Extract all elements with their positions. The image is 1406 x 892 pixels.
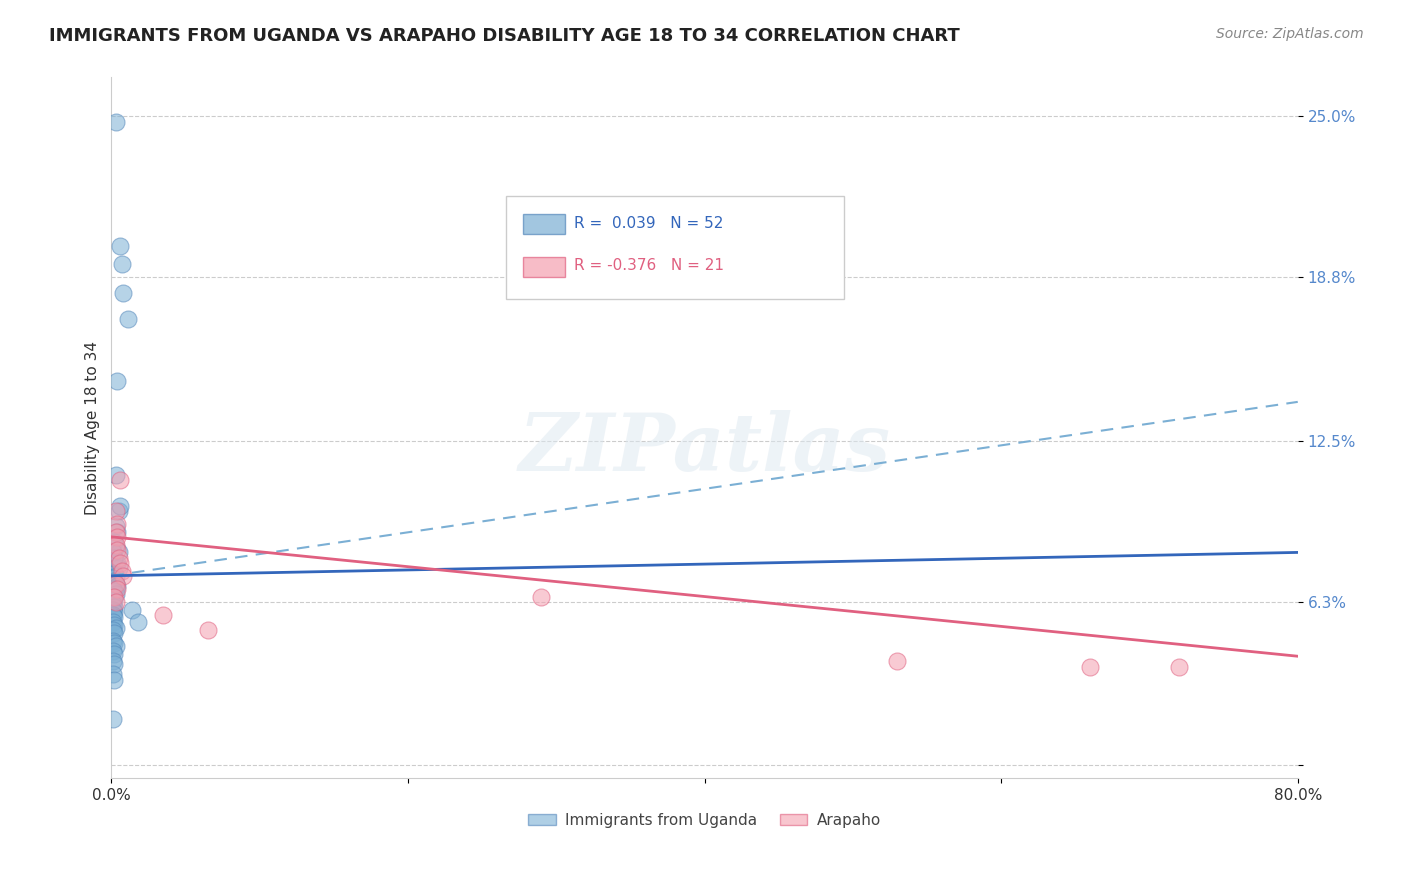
Point [152, 607, 174, 622]
Point [108, 545, 131, 559]
Point [105, 582, 128, 596]
Point [108, 504, 131, 518]
Text: R =  0.039   N = 52: R = 0.039 N = 52 [574, 216, 723, 230]
Point [104, 538, 127, 552]
Point [105, 579, 128, 593]
Point [104, 576, 127, 591]
Text: IMMIGRANTS FROM UGANDA VS ARAPAHO DISABILITY AGE 18 TO 34 CORRELATION CHART: IMMIGRANTS FROM UGANDA VS ARAPAHO DISABI… [49, 27, 960, 45]
Point [110, 499, 132, 513]
Point [101, 712, 124, 726]
Point [101, 582, 124, 596]
Point [104, 576, 127, 591]
Point [104, 467, 127, 482]
Point [104, 540, 127, 554]
Point [112, 285, 135, 300]
Point [101, 667, 124, 681]
Point [104, 568, 127, 582]
Point [105, 516, 128, 531]
Point [101, 597, 124, 611]
Point [104, 639, 127, 653]
Point [104, 504, 127, 518]
Point [101, 607, 124, 622]
Point [117, 311, 139, 326]
Point [104, 587, 127, 601]
Point [103, 584, 125, 599]
Text: ZIPatlas: ZIPatlas [519, 410, 890, 488]
Point [1078, 659, 1101, 673]
Y-axis label: Disability Age 18 to 34: Disability Age 18 to 34 [86, 341, 100, 515]
Point [886, 655, 908, 669]
Point [110, 473, 132, 487]
Point [101, 602, 124, 616]
Point [127, 615, 149, 630]
Point [101, 545, 124, 559]
Point [104, 519, 127, 533]
Point [108, 550, 131, 565]
Point [103, 574, 125, 588]
Point [197, 624, 219, 638]
Point [103, 605, 125, 619]
Legend: Immigrants from Uganda, Arapaho: Immigrants from Uganda, Arapaho [522, 806, 887, 834]
Point [103, 535, 125, 549]
Point [108, 561, 131, 575]
Point [103, 599, 125, 614]
Point [101, 655, 124, 669]
Point [101, 615, 124, 630]
Point [104, 114, 127, 128]
Point [1168, 659, 1191, 673]
Point [103, 673, 125, 687]
Point [103, 592, 125, 607]
Point [104, 524, 127, 539]
Point [530, 590, 553, 604]
Text: Source: ZipAtlas.com: Source: ZipAtlas.com [1216, 27, 1364, 41]
Point [103, 550, 125, 565]
Point [101, 571, 124, 585]
Point [104, 582, 127, 596]
Point [103, 626, 125, 640]
Point [103, 618, 125, 632]
Point [101, 590, 124, 604]
Point [112, 568, 135, 582]
Point [104, 595, 127, 609]
Point [103, 610, 125, 624]
Point [105, 530, 128, 544]
Point [110, 556, 132, 570]
Point [105, 524, 128, 539]
Point [103, 590, 125, 604]
Point [101, 624, 124, 638]
Point [103, 657, 125, 671]
Point [105, 374, 128, 388]
Point [111, 257, 134, 271]
Text: R = -0.376   N = 21: R = -0.376 N = 21 [574, 259, 724, 273]
Point [101, 644, 124, 658]
Point [110, 239, 132, 253]
Point [104, 621, 127, 635]
Point [103, 636, 125, 650]
Point [121, 602, 143, 616]
Point [103, 647, 125, 661]
Point [105, 556, 128, 570]
Point [103, 566, 125, 581]
Point [111, 564, 134, 578]
Point [105, 542, 128, 557]
Point [101, 633, 124, 648]
